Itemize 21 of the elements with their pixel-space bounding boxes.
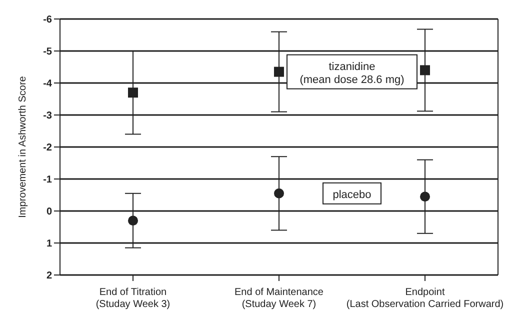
- y-tick-label: 0: [46, 206, 52, 218]
- point: [274, 188, 284, 198]
- y-tick-label: -6: [43, 14, 52, 26]
- point: [128, 216, 138, 226]
- x-tick-label: End of Titration (Studay Week 3): [96, 287, 170, 310]
- y-tick-label: 1: [46, 238, 52, 250]
- y-tick-label: -2: [43, 142, 52, 154]
- y-tick-label: -1: [43, 174, 52, 186]
- point: [128, 88, 138, 98]
- y-tick-label: -5: [43, 46, 52, 58]
- y-tick-label: 2: [46, 270, 52, 282]
- x-tick-label: Endpoint (Last Observation Carried Forward): [346, 287, 504, 310]
- x-tick-label: End of Maintenance (Studay Week 7): [234, 287, 324, 310]
- y-tick-label: -3: [43, 110, 52, 122]
- text: placebo: [332, 188, 372, 201]
- point: [420, 192, 430, 202]
- y-axis-title: Improvement in Ashworth Score: [18, 76, 29, 218]
- series-label: tizanidine (mean dose 28.6 mg): [300, 60, 404, 86]
- y-tick-label: -4: [43, 78, 52, 90]
- point: [420, 65, 430, 76]
- point: [274, 66, 284, 77]
